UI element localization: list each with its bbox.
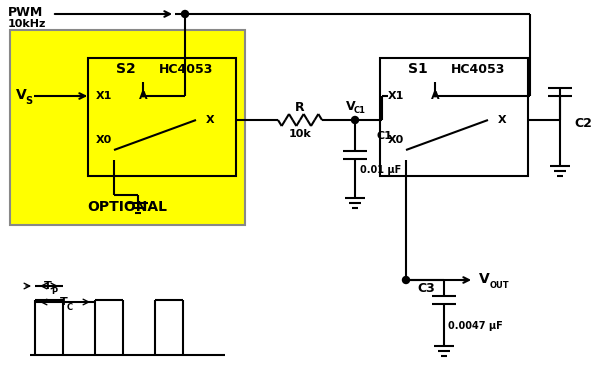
Text: T: T [60,297,68,307]
Text: V: V [16,88,26,102]
Bar [88,58,236,176]
Circle shape [352,117,359,124]
Text: R: R [295,101,305,114]
Text: A: A [431,91,439,101]
Text: 10kHz: 10kHz [8,19,46,29]
Text: 0.0047 μF: 0.0047 μF [448,321,503,331]
Text: X1: X1 [388,91,404,101]
Text: HC4053: HC4053 [451,63,505,75]
Text: 10k: 10k [289,129,311,139]
Text: 0.01 μF: 0.01 μF [360,165,401,175]
Text: X0: X0 [388,135,404,145]
Text: X0: X0 [96,135,112,145]
Text: C3: C3 [417,282,435,295]
Text: C: C [67,303,73,312]
Text: S: S [25,96,32,106]
Circle shape [403,276,409,283]
Text: T: T [44,281,52,291]
Text: V: V [346,100,356,112]
Text: C1: C1 [354,105,366,114]
Bar [380,58,528,176]
Bar [10,30,245,225]
Text: S2: S2 [116,62,136,76]
Circle shape [182,10,188,17]
Text: S1: S1 [408,62,428,76]
Text: A: A [139,91,148,101]
Text: OUT: OUT [490,280,509,289]
Text: C1: C1 [377,131,393,141]
Text: X: X [206,115,214,125]
Text: PWM: PWM [8,6,43,18]
Text: V: V [479,272,490,286]
Text: HC4053: HC4053 [159,63,213,75]
Text: OPTIONAL: OPTIONAL [88,200,167,214]
Text: C2: C2 [574,117,592,130]
Text: X1: X1 [96,91,112,101]
Text: X: X [497,115,506,125]
Text: P: P [51,286,57,296]
